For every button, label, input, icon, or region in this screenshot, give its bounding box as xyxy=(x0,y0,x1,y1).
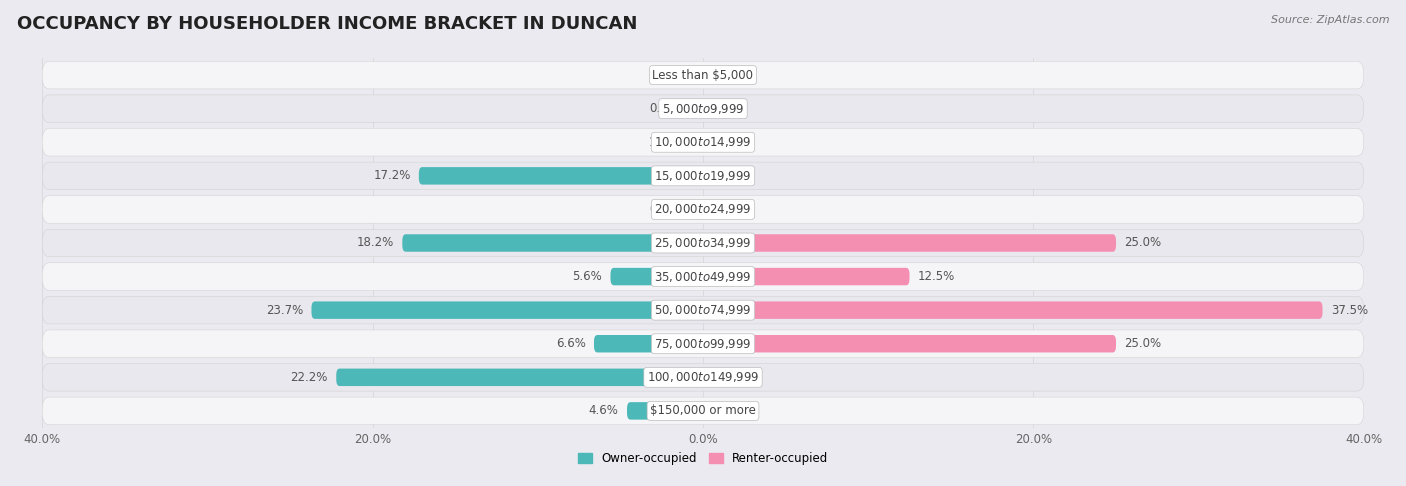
FancyBboxPatch shape xyxy=(42,296,1364,324)
Text: 0.0%: 0.0% xyxy=(665,69,695,82)
FancyBboxPatch shape xyxy=(627,402,703,419)
Text: 22.2%: 22.2% xyxy=(291,371,328,384)
FancyBboxPatch shape xyxy=(610,268,703,285)
Legend: Owner-occupied, Renter-occupied: Owner-occupied, Renter-occupied xyxy=(572,447,834,470)
Text: 0.0%: 0.0% xyxy=(711,371,741,384)
FancyBboxPatch shape xyxy=(703,234,1116,252)
Text: 0.0%: 0.0% xyxy=(711,136,741,149)
FancyBboxPatch shape xyxy=(42,196,1364,223)
Text: Less than $5,000: Less than $5,000 xyxy=(652,69,754,82)
Text: 1.0%: 1.0% xyxy=(648,136,678,149)
Text: $50,000 to $74,999: $50,000 to $74,999 xyxy=(654,303,752,317)
Text: 0.0%: 0.0% xyxy=(711,102,741,115)
Text: 6.6%: 6.6% xyxy=(555,337,586,350)
FancyBboxPatch shape xyxy=(593,335,703,352)
Text: $15,000 to $19,999: $15,000 to $19,999 xyxy=(654,169,752,183)
Text: 25.0%: 25.0% xyxy=(1125,237,1161,249)
Text: 0.51%: 0.51% xyxy=(650,203,686,216)
FancyBboxPatch shape xyxy=(42,263,1364,290)
FancyBboxPatch shape xyxy=(336,368,703,386)
Text: 17.2%: 17.2% xyxy=(373,169,411,182)
FancyBboxPatch shape xyxy=(42,397,1364,425)
FancyBboxPatch shape xyxy=(42,128,1364,156)
FancyBboxPatch shape xyxy=(703,335,1116,352)
Text: $25,000 to $34,999: $25,000 to $34,999 xyxy=(654,236,752,250)
Text: $5,000 to $9,999: $5,000 to $9,999 xyxy=(662,102,744,116)
FancyBboxPatch shape xyxy=(42,61,1364,89)
FancyBboxPatch shape xyxy=(42,229,1364,257)
FancyBboxPatch shape xyxy=(402,234,703,252)
FancyBboxPatch shape xyxy=(419,167,703,185)
FancyBboxPatch shape xyxy=(695,201,703,218)
FancyBboxPatch shape xyxy=(703,301,1323,319)
FancyBboxPatch shape xyxy=(42,95,1364,122)
Text: $10,000 to $14,999: $10,000 to $14,999 xyxy=(654,135,752,149)
Text: $35,000 to $49,999: $35,000 to $49,999 xyxy=(654,270,752,283)
Text: $150,000 or more: $150,000 or more xyxy=(650,404,756,417)
Text: 0.0%: 0.0% xyxy=(711,203,741,216)
Text: 0.0%: 0.0% xyxy=(711,69,741,82)
Text: 4.6%: 4.6% xyxy=(589,404,619,417)
FancyBboxPatch shape xyxy=(703,268,910,285)
Text: OCCUPANCY BY HOUSEHOLDER INCOME BRACKET IN DUNCAN: OCCUPANCY BY HOUSEHOLDER INCOME BRACKET … xyxy=(17,15,637,33)
Text: $20,000 to $24,999: $20,000 to $24,999 xyxy=(654,203,752,216)
FancyBboxPatch shape xyxy=(312,301,703,319)
Text: 0.51%: 0.51% xyxy=(650,102,686,115)
Text: 37.5%: 37.5% xyxy=(1330,304,1368,317)
FancyBboxPatch shape xyxy=(42,364,1364,391)
Text: 0.0%: 0.0% xyxy=(711,404,741,417)
Text: 25.0%: 25.0% xyxy=(1125,337,1161,350)
Text: 12.5%: 12.5% xyxy=(918,270,955,283)
FancyBboxPatch shape xyxy=(42,162,1364,190)
FancyBboxPatch shape xyxy=(686,134,703,151)
Text: 23.7%: 23.7% xyxy=(266,304,304,317)
Text: Source: ZipAtlas.com: Source: ZipAtlas.com xyxy=(1271,15,1389,25)
FancyBboxPatch shape xyxy=(42,330,1364,358)
Text: 5.6%: 5.6% xyxy=(572,270,602,283)
Text: 18.2%: 18.2% xyxy=(357,237,394,249)
Text: $75,000 to $99,999: $75,000 to $99,999 xyxy=(654,337,752,351)
Text: 0.0%: 0.0% xyxy=(711,169,741,182)
Text: $100,000 to $149,999: $100,000 to $149,999 xyxy=(647,370,759,384)
FancyBboxPatch shape xyxy=(695,100,703,118)
